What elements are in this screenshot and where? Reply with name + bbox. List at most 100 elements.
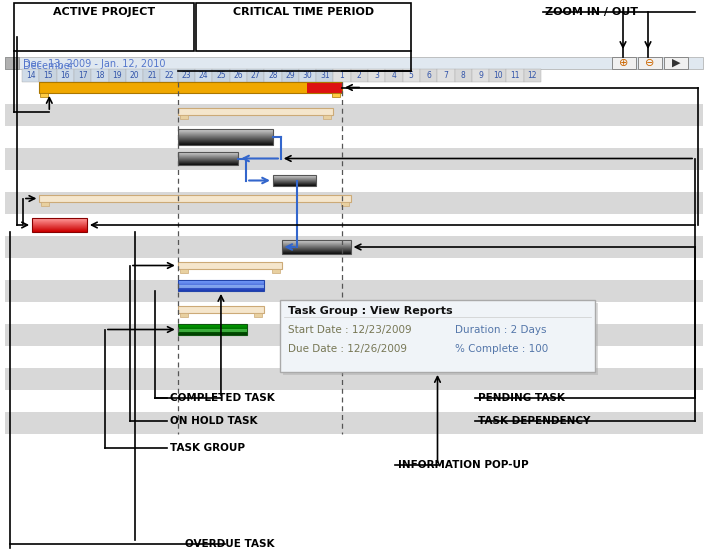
Bar <box>664 57 688 69</box>
Text: OVERDUE TASK: OVERDUE TASK <box>185 539 275 549</box>
Bar <box>334 69 351 82</box>
Bar <box>332 93 340 97</box>
Text: Task Group : View Reports: Task Group : View Reports <box>288 306 453 316</box>
Text: 1: 1 <box>339 71 344 80</box>
Bar <box>178 262 281 269</box>
Bar <box>14 3 194 51</box>
Text: 27: 27 <box>251 71 261 80</box>
Bar <box>32 220 87 221</box>
Bar <box>39 82 307 93</box>
Bar <box>178 144 273 145</box>
Bar <box>178 143 273 144</box>
Bar <box>178 162 239 163</box>
Bar <box>178 332 247 333</box>
Text: 26: 26 <box>234 71 243 80</box>
Bar <box>180 313 187 317</box>
Bar <box>32 226 87 227</box>
Bar <box>143 69 160 82</box>
Text: ACTIVE PROJECT: ACTIVE PROJECT <box>53 7 155 17</box>
Bar <box>247 69 264 82</box>
Bar <box>368 69 386 82</box>
Bar <box>39 195 351 202</box>
Bar <box>178 142 273 143</box>
Bar <box>5 170 703 192</box>
Bar <box>178 129 273 145</box>
Bar <box>5 412 703 434</box>
Bar <box>178 329 247 330</box>
Bar <box>74 69 91 82</box>
Bar <box>351 69 368 82</box>
Bar <box>195 69 212 82</box>
Text: PENDING TASK: PENDING TASK <box>478 393 565 403</box>
Bar <box>178 135 273 136</box>
Text: 21: 21 <box>147 71 156 80</box>
Bar <box>178 288 264 289</box>
Text: 22: 22 <box>164 71 174 80</box>
Bar <box>264 69 281 82</box>
Bar <box>178 161 239 162</box>
Bar <box>506 69 524 82</box>
Bar <box>273 177 316 178</box>
Bar <box>5 346 703 368</box>
Bar <box>178 284 264 285</box>
Bar <box>281 245 351 246</box>
Text: ⊕: ⊕ <box>619 58 628 68</box>
Text: 23: 23 <box>182 71 191 80</box>
Bar <box>281 248 351 249</box>
Bar <box>454 69 472 82</box>
Bar <box>281 247 351 248</box>
Bar <box>254 313 262 317</box>
Bar <box>281 242 351 243</box>
Text: ZOOM IN / OUT: ZOOM IN / OUT <box>545 7 638 17</box>
Bar <box>40 93 48 97</box>
Text: 4: 4 <box>391 71 396 80</box>
Bar <box>5 104 703 126</box>
Bar <box>178 286 264 287</box>
Bar <box>196 3 411 51</box>
Bar <box>178 157 239 158</box>
Bar <box>32 230 87 231</box>
Bar <box>178 153 239 154</box>
Bar <box>281 246 351 247</box>
Bar <box>273 175 316 186</box>
Text: ON HOLD TASK: ON HOLD TASK <box>170 416 258 426</box>
Bar <box>403 69 420 82</box>
Bar <box>5 82 703 104</box>
Bar <box>281 244 351 245</box>
Bar <box>178 108 334 115</box>
Bar <box>386 69 403 82</box>
Text: Duration : 2 Days: Duration : 2 Days <box>455 325 547 335</box>
Text: 11: 11 <box>510 71 520 80</box>
Text: 5: 5 <box>409 71 414 80</box>
Text: TASK GROUP: TASK GROUP <box>170 443 245 453</box>
Bar <box>178 131 273 132</box>
Bar <box>32 218 87 219</box>
Text: ▶: ▶ <box>672 58 680 68</box>
Bar <box>229 69 247 82</box>
Bar <box>5 302 703 324</box>
Bar <box>5 236 703 258</box>
Bar <box>489 69 506 82</box>
Text: 6: 6 <box>426 71 431 80</box>
Bar <box>420 69 437 82</box>
Bar <box>5 57 703 69</box>
Bar <box>32 223 87 224</box>
Text: 7: 7 <box>444 71 448 80</box>
Text: 12: 12 <box>528 71 537 80</box>
Bar <box>323 115 332 119</box>
Bar <box>281 240 351 241</box>
Bar <box>281 241 351 242</box>
Bar <box>212 69 229 82</box>
Bar <box>273 179 316 180</box>
Bar <box>160 69 178 82</box>
Text: 16: 16 <box>60 71 70 80</box>
Bar <box>32 218 87 232</box>
Bar <box>283 303 598 375</box>
Bar <box>178 324 247 335</box>
Bar <box>472 69 489 82</box>
Bar <box>178 159 239 160</box>
Bar <box>178 306 264 313</box>
Bar <box>178 282 264 283</box>
Bar <box>178 287 264 288</box>
Bar <box>39 82 342 93</box>
